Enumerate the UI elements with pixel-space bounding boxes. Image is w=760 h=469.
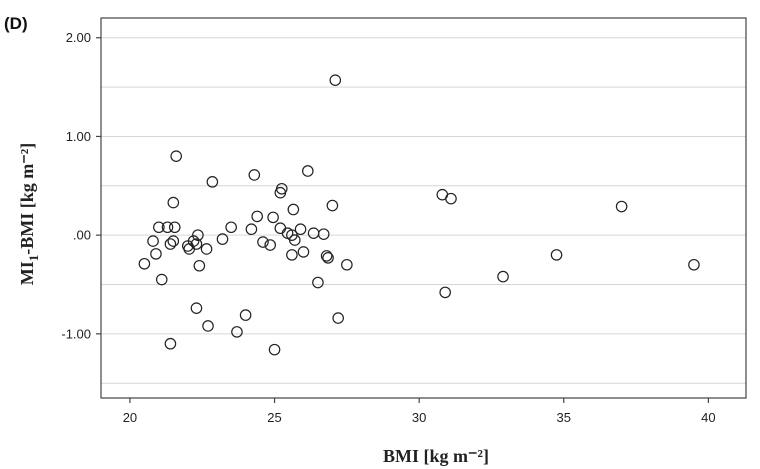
data-point: [193, 259, 206, 272]
data-point: [302, 165, 314, 177]
data-point: [288, 234, 301, 246]
panel-label: (D): [4, 14, 28, 33]
data-point: [206, 176, 219, 188]
data-point: [239, 309, 252, 321]
data-point: [297, 246, 310, 258]
y-axis-title-main: MI: [17, 261, 37, 285]
data-point: [497, 270, 509, 283]
data-point: [312, 276, 324, 289]
data-point: [264, 239, 277, 251]
x-tick-label: 30: [412, 410, 426, 425]
data-point: [332, 312, 344, 324]
y-tick-label: -1.00: [61, 326, 91, 341]
data-point: [190, 302, 203, 314]
data-point: [439, 286, 451, 299]
y-axis-title-subscript: 1: [26, 255, 41, 262]
data-point: [257, 236, 269, 248]
data-point: [322, 252, 334, 264]
data-point: [153, 221, 165, 234]
x-axis-title: BMI [kg m⁻²]: [383, 446, 489, 466]
data-point: [275, 182, 288, 195]
data-point: [287, 203, 300, 216]
y-axis-title-rest: -BMI [kg m⁻²]: [17, 143, 37, 255]
data-point: [286, 249, 298, 261]
data-point: [147, 235, 159, 247]
plot-frame: [100, 17, 747, 399]
y-tick-label: .00: [73, 228, 91, 243]
x-tick-label: 35: [557, 410, 571, 425]
y-axis-ticks: 2.00 1.00 .00 -1.00: [61, 30, 101, 341]
data-point: [202, 320, 214, 332]
data-point: [167, 235, 180, 247]
data-point: [168, 221, 181, 234]
x-tick-label: 25: [267, 410, 281, 425]
data-point: [167, 196, 180, 209]
data-point: [294, 223, 307, 236]
data-point: [688, 258, 700, 271]
data-point: [183, 243, 196, 255]
data-point: [320, 250, 333, 262]
data-point: [550, 249, 563, 261]
x-axis-ticks: 20 25 30 35 40: [123, 398, 716, 425]
data-point: [216, 233, 229, 245]
data-point: [190, 238, 203, 250]
data-point: [445, 192, 457, 205]
data-point: [164, 337, 177, 350]
data-point: [161, 221, 174, 234]
data-point: [274, 222, 287, 235]
data-point: [187, 235, 200, 247]
data-point: [164, 238, 177, 250]
data-point: [150, 248, 162, 260]
data-point: [155, 273, 168, 286]
data-point: [615, 200, 628, 213]
data-point: [231, 326, 243, 338]
data-point: [225, 221, 237, 234]
x-tick-label: 20: [123, 410, 137, 425]
data-point: [341, 258, 353, 271]
data-point: [170, 150, 183, 162]
x-tick-label: 40: [701, 410, 715, 425]
data-point: [268, 343, 281, 356]
data-point: [329, 74, 342, 86]
data-point: [245, 223, 258, 236]
data-point: [267, 211, 279, 224]
data-points: [138, 74, 700, 356]
data-point: [317, 228, 330, 240]
data-point: [307, 227, 320, 239]
y-tick-label: 1.00: [66, 129, 91, 144]
gridlines: [101, 37, 746, 384]
data-point: [138, 257, 151, 270]
data-point: [251, 210, 263, 223]
data-point: [192, 229, 204, 241]
y-axis-title: MI1-BMI [kg m⁻²]: [17, 143, 41, 285]
data-point: [248, 169, 261, 181]
y-tick-label: 2.00: [66, 30, 91, 45]
data-point: [326, 199, 339, 212]
data-point: [200, 243, 213, 255]
